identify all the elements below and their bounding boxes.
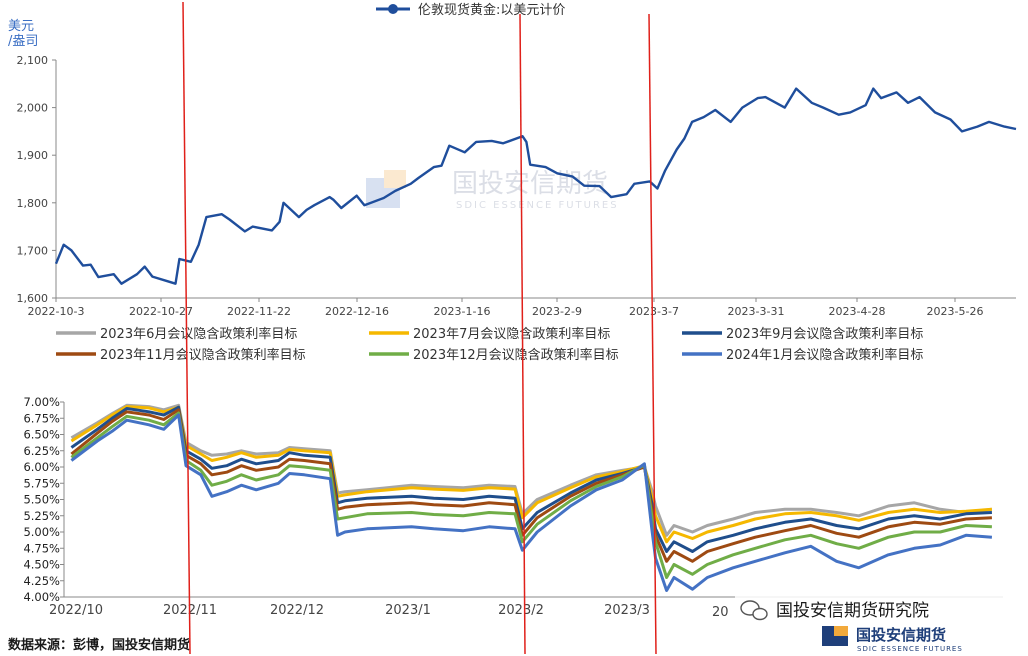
top-x-tick-label: 2023-3-31 bbox=[728, 305, 785, 318]
legend-label: 2023年9月会议隐含政策利率目标 bbox=[726, 326, 923, 342]
wechat-handle-text: 国投安信期货研究院 bbox=[776, 601, 929, 621]
top-y-tick-label: 1,800 bbox=[17, 197, 49, 210]
top-y-tick-label: 1,700 bbox=[17, 244, 49, 257]
legend-label: 2023年12月会议隐含政策利率目标 bbox=[413, 347, 619, 363]
logo-accent-icon bbox=[834, 626, 848, 636]
event-marker-feb bbox=[519, 13, 526, 655]
gold-price-chart: 国投安信期货 SDIC ESSENCE FUTURES 美元 /盎司 伦敦现货黄… bbox=[8, 2, 1017, 318]
bottom-x-tick-label: 2022/12 bbox=[270, 603, 324, 618]
rate-series-line bbox=[70, 411, 992, 579]
bottom-x-tick-label: 2023/3 bbox=[604, 603, 650, 618]
top-x-tick-label: 2023-5-26 bbox=[927, 305, 984, 318]
bottom-y-tick-label: 5.25% bbox=[23, 509, 60, 523]
top-x-tick-label: 2022-10-27 bbox=[129, 305, 193, 318]
top-x-tick-label: 2022-10-3 bbox=[28, 305, 85, 318]
event-markers bbox=[182, 1, 657, 655]
y-unit-label-line1: 美元 bbox=[8, 19, 34, 34]
bottom-x-tick-label: 2023/1 bbox=[385, 603, 431, 618]
bottom-y-tick-label: 5.75% bbox=[23, 476, 60, 490]
bottom-y-tick-label: 5.50% bbox=[23, 493, 60, 507]
event-marker-nov bbox=[182, 1, 191, 655]
rate-series-lines bbox=[70, 403, 993, 592]
wechat-icon bbox=[740, 600, 768, 621]
bottom-y-tick-label: 4.00% bbox=[23, 590, 60, 604]
top-legend: 伦敦现货黄金:以美元计价 bbox=[376, 2, 565, 18]
rate-series-line bbox=[70, 413, 993, 592]
top-x-tick-label: 2023-4-28 bbox=[829, 305, 886, 318]
top-x-tick-label: 2023-3-7 bbox=[629, 305, 679, 318]
bottom-y-tick-label: 6.75% bbox=[23, 411, 60, 425]
bottom-y-tick-labels: 4.00% 4.25% 4.50% 4.75% 5.00% 5.25% 5.50% 5.75%… bbox=[23, 395, 60, 604]
legend-marker bbox=[388, 4, 398, 14]
top-x-tick-labels: 2022-10-3 2022-10-27 2022-11-22 2022-12-16 2… bbox=[28, 305, 984, 318]
bottom-y-tick-label: 6.25% bbox=[23, 444, 60, 458]
wechat-backdrop bbox=[735, 596, 1013, 624]
top-y-tick-label: 2,100 bbox=[17, 54, 49, 67]
top-x-tick-label: 2023-1-16 bbox=[434, 305, 491, 318]
bottom-y-tick-label: 7.00% bbox=[23, 395, 60, 409]
bottom-y-tick-label: 6.50% bbox=[23, 428, 60, 442]
top-y-tick-label: 1,900 bbox=[17, 149, 49, 162]
partial-x-tick: 20 bbox=[712, 605, 729, 620]
logo-en: SDIC ESSENCE FUTURES bbox=[857, 645, 963, 653]
top-axes bbox=[52, 59, 1016, 302]
bottom-y-tick-label: 6.00% bbox=[23, 460, 60, 474]
top-y-tick-labels: 1,600 1,700 1,800 1,900 2,000 2,100 bbox=[17, 54, 49, 305]
bottom-y-tick-label: 4.75% bbox=[23, 541, 60, 555]
legend-label: 伦敦现货黄金:以美元计价 bbox=[418, 2, 565, 18]
bottom-legend: 2023年6月会议隐含政策利率目标 2023年7月会议隐含政策利率目标 2023年9… bbox=[56, 326, 923, 363]
company-logo: 国投安信期货 SDIC ESSENCE FUTURES bbox=[822, 626, 963, 653]
legend-label: 2023年6月会议隐含政策利率目标 bbox=[100, 326, 297, 342]
legend-label: 2023年11月会议隐含政策利率目标 bbox=[100, 347, 306, 363]
top-x-tick-label: 2022-11-22 bbox=[227, 305, 291, 318]
policy-rate-chart: 2023年6月会议隐含政策利率目标 2023年7月会议隐含政策利率目标 2023年9… bbox=[23, 326, 1003, 620]
top-y-tick-label: 1,600 bbox=[17, 292, 49, 305]
logo-cn: 国投安信期货 bbox=[856, 626, 946, 644]
top-x-tick-label: 2023-2-9 bbox=[532, 305, 582, 318]
rate-series-line bbox=[70, 405, 992, 553]
gold-price-line bbox=[54, 87, 1017, 285]
source-note: 数据来源：彭博，国投安信期货 bbox=[8, 637, 190, 653]
rate-series-line bbox=[70, 403, 993, 537]
watermark-cn: 国投安信期货 bbox=[452, 169, 608, 199]
wechat-handle: 国投安信期货研究院 bbox=[735, 596, 1013, 624]
legend-label: 2024年1月会议隐含政策利率目标 bbox=[726, 347, 923, 363]
legend-label: 2023年7月会议隐含政策利率目标 bbox=[413, 326, 610, 342]
bottom-x-tick-label: 2022/10 bbox=[49, 603, 103, 618]
bottom-y-tick-label: 5.00% bbox=[23, 525, 60, 539]
rate-series-line bbox=[70, 408, 992, 563]
bottom-y-tick-label: 4.50% bbox=[23, 558, 60, 572]
watermark-logo-accent-icon bbox=[384, 170, 406, 188]
gold-watermark: 国投安信期货 SDIC ESSENCE FUTURES bbox=[366, 169, 619, 211]
event-marker-mar bbox=[648, 13, 657, 655]
watermark-en: SDIC ESSENCE FUTURES bbox=[456, 200, 619, 211]
bottom-y-tick-label: 4.25% bbox=[23, 574, 60, 588]
top-x-tick-label: 2022-12-16 bbox=[325, 305, 389, 318]
rate-series-line bbox=[70, 405, 993, 544]
bottom-x-tick-label: 2023/2 bbox=[498, 603, 544, 618]
top-y-tick-label: 2,000 bbox=[17, 102, 49, 115]
y-unit-label-line2: /盎司 bbox=[8, 34, 38, 49]
